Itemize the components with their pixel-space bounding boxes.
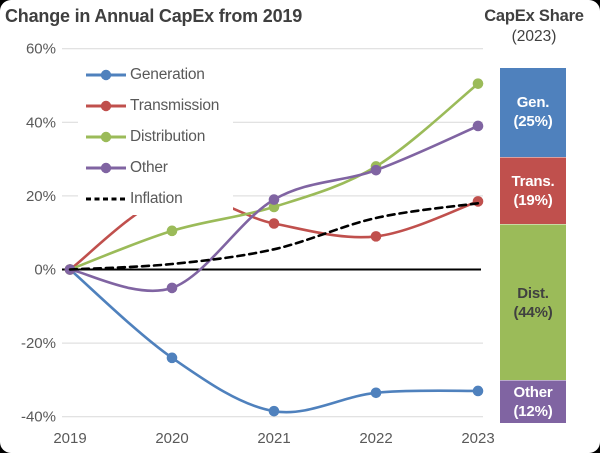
y-axis-label-60: 60% [26, 41, 56, 58]
marker-other-2021 [268, 194, 280, 205]
legend-item-other: Other [78, 153, 233, 184]
marker-other-2022 [370, 164, 382, 176]
marker-generation-2023 [472, 385, 484, 397]
legend-item-transmission: Transmission [78, 90, 233, 121]
y-axis-label--20: -20% [21, 335, 56, 352]
y-axis-label-20: 20% [26, 188, 56, 205]
marker-other-2023 [472, 120, 484, 132]
marker-other-2020 [166, 282, 178, 294]
series-line-inflation [68, 202, 480, 271]
chart-legend: Generation Transmission Distribution Other I… [78, 59, 233, 215]
chart-title: Change in Annual CapEx from 2019 [5, 6, 302, 26]
legend-item-distribution: Distribution [78, 121, 233, 152]
legend-item-generation: Generation [78, 59, 233, 90]
capex-share-stacked-bar: Gen. (25%) Trans. (19%) Dist. (44%) Other (12%) [500, 68, 566, 423]
bar-segment-trans: Trans. (19%) [500, 156, 566, 225]
marker-transmission-2022 [370, 231, 382, 242]
x-axis-label-2020: 2020 [155, 430, 188, 447]
marker-generation-2020 [166, 352, 178, 364]
legend-swatch-generation [86, 69, 126, 80]
y-axis-label-0: 0% [34, 262, 56, 279]
bar-segment-share: (19%) [513, 191, 553, 209]
legend-label-other: Other [130, 159, 168, 177]
y-axis-label-40: 40% [26, 114, 56, 131]
bar-chart-subtitle: (2023) [511, 28, 557, 45]
y-axis-label--40: -40% [21, 409, 56, 426]
legend-item-inflation: Inflation [78, 184, 233, 215]
x-axis-label-2023: 2023 [461, 430, 494, 447]
bar-chart-header: CapEx Share (2023) [470, 7, 598, 46]
bar-segment-label: Other [513, 384, 553, 402]
legend-label-generation: Generation [130, 65, 205, 83]
legend-label-distribution: Distribution [130, 127, 206, 145]
bar-segment-label: Trans. [511, 172, 555, 190]
legend-label-transmission: Transmission [130, 96, 220, 114]
bar-segment-share: (25%) [513, 113, 553, 131]
bar-segment-label: Gen. [516, 94, 550, 112]
bar-segment-dist: Dist. (44%) [500, 224, 566, 381]
bar-chart-title: CapEx Share [484, 7, 584, 25]
marker-distribution-2023 [472, 78, 484, 89]
marker-distribution-2021 [268, 201, 280, 213]
bar-segment-share: (12%) [513, 403, 553, 421]
marker-distribution-2020 [166, 225, 178, 237]
series-line-generation [68, 268, 480, 414]
legend-swatch-inflation [86, 197, 126, 201]
marker-transmission-2021 [268, 218, 280, 229]
legend-swatch-distribution [86, 131, 126, 143]
bar-segment-other: Other (12%) [500, 380, 566, 423]
bar-segment-share: (44%) [513, 303, 553, 321]
x-axis-label-2019: 2019 [53, 430, 86, 447]
marker-generation-2021 [268, 405, 280, 417]
x-axis-label-2021: 2021 [257, 430, 290, 447]
bar-segment-gen: Gen. (25%) [500, 68, 566, 157]
legend-label-inflation: Inflation [130, 190, 183, 208]
legend-swatch-transmission [86, 100, 126, 111]
x-axis-label-2022: 2022 [359, 430, 392, 447]
marker-generation-2022 [370, 387, 382, 399]
bar-segment-label: Dist. [517, 284, 549, 302]
legend-swatch-other [86, 162, 126, 174]
marker-transmission-2023 [472, 196, 484, 207]
